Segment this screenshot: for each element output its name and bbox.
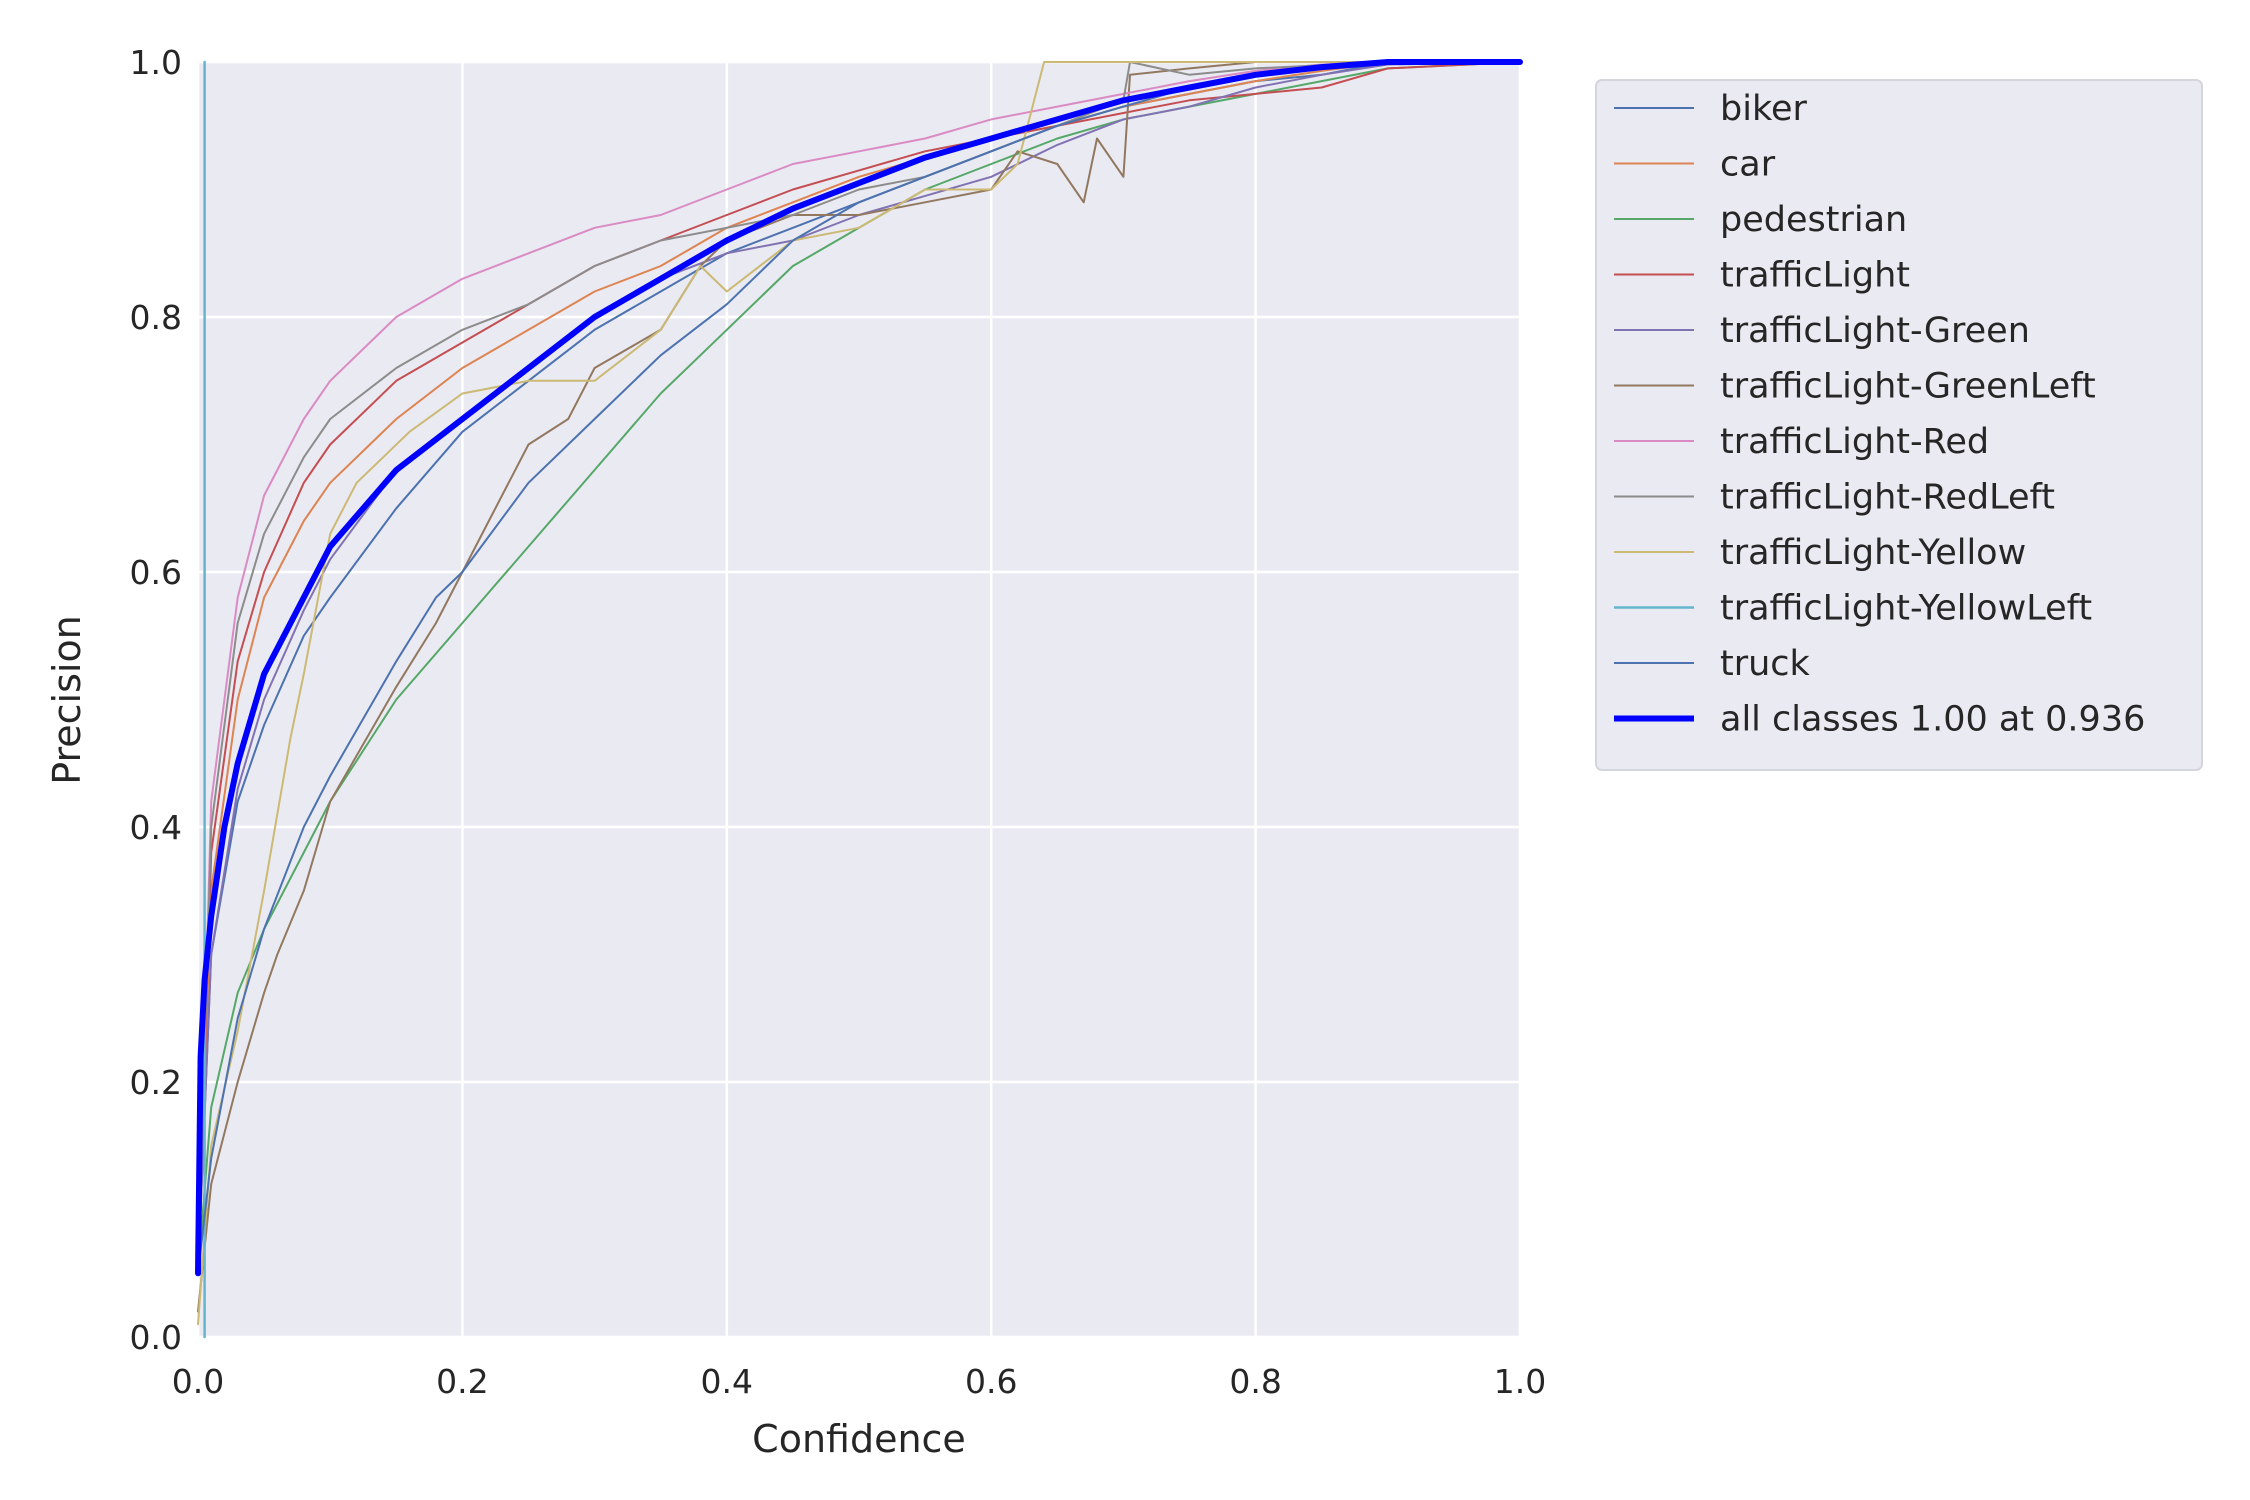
series-line-3 [197,61,1521,1275]
y-tick-label: 0.0 [130,1318,182,1357]
legend: biker car pedestrian trafficLight trafficLig… [1595,79,2203,771]
y-tick-label: 0.4 [130,808,182,847]
plot-background [198,62,1520,1337]
series-line-4 [197,61,1521,1275]
y-tick-label: 0.6 [130,553,182,592]
x-axis-label: Confidence [752,1417,966,1461]
series-line-11 [195,59,1523,1277]
x-tick-label: 0.2 [436,1362,488,1401]
ticks: 0.0 0.2 0.4 0.6 0.8 1.0 0.0 0.2 0.4 0.6 0.8 1.0 [130,43,1547,1401]
series-line-8 [197,61,1521,1326]
y-axis-label: Precision [45,615,89,785]
x-tick-label: 0.0 [172,1362,224,1401]
x-tick-label: 0.8 [1229,1362,1281,1401]
y-tick-label: 1.0 [130,43,182,82]
legend-label: trafficLight-Yellow [1720,533,2026,573]
x-tick-label: 1.0 [1494,1362,1546,1401]
series-line-6 [197,61,1521,1275]
legend-label: pedestrian [1720,200,1907,240]
legend-box [1595,79,2203,771]
x-tick-label: 0.6 [965,1362,1017,1401]
series-line-7 [197,61,1521,1275]
legend-label: trafficLight [1720,256,1910,296]
series-line-2 [197,61,1521,1275]
grid [196,60,1522,1339]
legend-label: truck [1720,644,1811,684]
legend-label: trafficLight-Green [1720,311,2030,351]
legend-label: trafficLight-YellowLeft [1720,589,2092,629]
series-layer [195,59,1523,1339]
legend-label: biker [1720,89,1807,129]
y-tick-label: 0.8 [130,298,182,337]
y-tick-label: 0.2 [130,1063,182,1102]
x-tick-label: 0.4 [701,1362,753,1401]
legend-label: car [1720,145,1776,185]
legend-label: all classes 1.00 at 0.936 [1720,700,2145,740]
legend-label: trafficLight-RedLeft [1720,478,2055,518]
legend-label: trafficLight-GreenLeft [1720,367,2096,407]
legend-label: trafficLight-Red [1720,422,1989,462]
